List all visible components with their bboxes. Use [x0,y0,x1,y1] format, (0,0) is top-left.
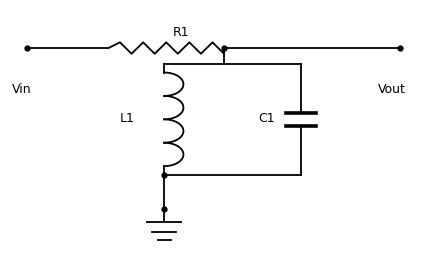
Text: Vin: Vin [12,83,32,96]
Text: L1: L1 [119,112,134,124]
Text: Vout: Vout [378,83,405,96]
Text: R1: R1 [172,26,189,39]
Text: C1: C1 [258,112,275,124]
